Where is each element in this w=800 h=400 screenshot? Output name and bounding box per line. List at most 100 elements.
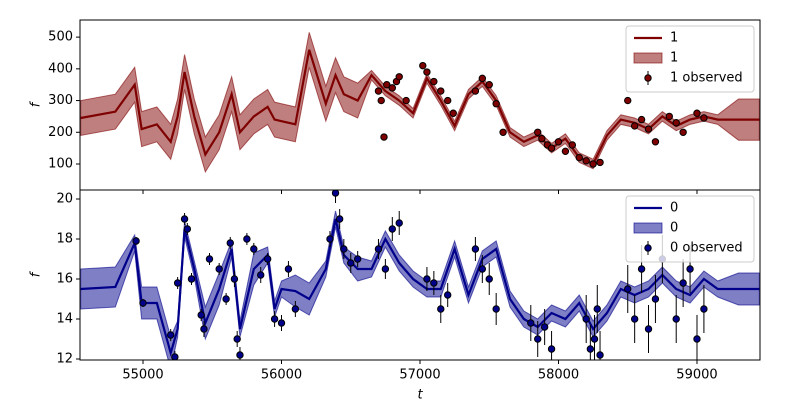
observed-point [527,319,535,327]
observed-point [277,319,286,327]
y-tick-label: 20 [56,192,73,207]
observed-point [582,157,590,165]
observed-point [478,74,487,83]
y-tick-label: 200 [48,125,73,140]
observed-point [437,87,445,95]
plot-area [80,32,760,174]
observed-point [257,271,265,279]
observed-point [430,279,438,287]
observed-point [395,73,403,81]
observed-point [686,265,694,273]
x-tick-label: 58000 [538,368,579,383]
observed-point [561,147,570,156]
observed-point [651,138,660,146]
observed-point [187,275,196,283]
confidence-band [80,32,760,174]
legend-box [625,195,755,263]
observed-point [693,109,701,117]
observed-point [353,255,362,263]
legend-label: 1 [670,31,678,46]
observed-point [582,315,590,323]
observed-point [291,305,300,313]
y-tick-label: 100 [48,156,73,171]
observed-point [167,331,175,339]
observed-point [381,265,390,273]
observed-point [423,68,431,76]
observed-point [180,215,189,223]
observed-point [672,119,680,127]
observed-point [593,305,601,313]
y-tick-label: 16 [56,272,73,287]
observed-point [383,81,391,89]
x-tick-label: 56000 [261,368,302,383]
observed-point [222,295,230,303]
observed-point [173,279,182,287]
observed-point [589,160,597,168]
observed-point [236,351,244,359]
observed-point [437,305,445,313]
observed-point [637,265,646,273]
observed-point [679,279,687,287]
observed-point [485,275,493,283]
observed-point [637,115,646,124]
observed-point [395,219,403,227]
x-axis-label: t [417,388,423,400]
observed-point [624,96,632,105]
legend-patch [633,52,663,64]
observed-point [644,325,653,333]
observed-point [547,144,556,152]
observed-point [596,158,604,167]
observed-point [443,96,452,105]
observed-point [449,109,457,117]
observed-point [547,345,556,353]
observed-point [679,128,687,136]
model-line [80,49,760,166]
observed-point [331,190,340,197]
observed-point [171,353,179,360]
observed-point [492,305,500,313]
legend: 1 1 1 observed [625,25,755,93]
observed-point [540,323,549,331]
observed-point [700,114,708,122]
observed-point [430,77,438,86]
legend-label: 0 [670,201,678,216]
observed-point [700,305,708,313]
observed-point [374,87,383,95]
y-tick-label: 14 [56,312,73,327]
legend-marker [644,244,652,252]
observed-point [630,122,639,130]
observed-point [630,315,639,323]
y-tick-label: 400 [48,61,73,76]
observed-point [326,235,334,243]
observed-point [672,315,680,323]
observed-point [226,239,234,247]
y-tick-label: 12 [56,352,73,367]
observed-point [554,138,563,146]
observed-point [139,299,147,307]
observed-point [651,295,660,303]
observed-point [499,128,507,136]
observed-point [485,81,493,89]
y-tick-label: 300 [48,93,73,108]
observed-point [443,291,452,299]
legend-label: 1 [670,51,678,66]
observed-point [374,245,383,253]
observed-point [263,255,272,263]
observed-point [624,285,632,293]
observed-point [419,61,427,70]
observed-point [200,325,208,333]
observed-point [538,134,546,143]
observed-point [471,87,480,95]
observed-point [270,315,279,323]
y-tick-label: 18 [56,232,73,247]
observed-point [250,245,258,253]
observed-point [471,245,480,253]
observed-point [377,96,385,105]
observed-point [568,141,577,149]
y-tick-label: 500 [48,30,73,45]
observed-point [205,255,214,263]
observed-point [335,215,344,223]
observed-point [534,335,542,343]
legend-label: 0 [670,221,678,236]
